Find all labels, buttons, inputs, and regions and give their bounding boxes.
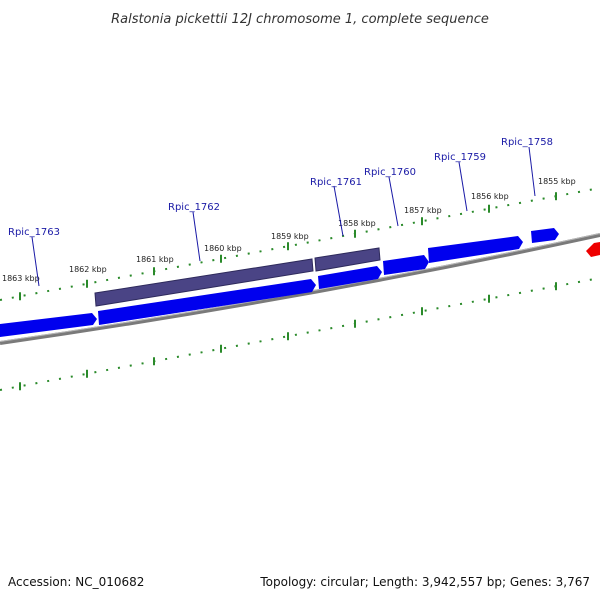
scale-labels: 1855 kbp 1856 kbp 1857 kbp 1858 kbp 1859… <box>2 177 576 283</box>
gene-label-rpic-1761[interactable]: Rpic_1761 <box>310 177 362 188</box>
gene-label-rpic-1760[interactable]: Rpic_1760 <box>364 167 416 178</box>
gene-label-rpic-1759[interactable]: Rpic_1759 <box>434 152 486 163</box>
gene-rpic-1760[interactable] <box>383 255 429 275</box>
tick-label-1861: 1861 kbp <box>136 255 174 264</box>
sequence-summary: Topology: circular; Length: 3,942,557 bp… <box>259 575 590 589</box>
inner-tick-track <box>0 277 600 391</box>
tick-label-1856: 1856 kbp <box>471 192 509 201</box>
inner-major-ticks <box>19 282 557 391</box>
gene-lower-1[interactable] <box>98 279 316 325</box>
gene-row-upper <box>94 228 600 307</box>
gene-rpic-1762[interactable] <box>94 258 314 307</box>
tick-label-1862: 1862 kbp <box>69 265 107 274</box>
gene-rpic-1759[interactable] <box>428 236 523 263</box>
tick-label-1857: 1857 kbp <box>404 206 442 215</box>
gene-rpic-1758[interactable] <box>531 228 559 243</box>
gene-rpic-1763[interactable] <box>0 313 97 337</box>
gene-label-rpic-1762[interactable]: Rpic_1762 <box>168 202 220 213</box>
tick-label-1858: 1858 kbp <box>338 219 376 228</box>
chromosome-backbone <box>0 233 600 345</box>
gene-label-leaders <box>31 146 536 287</box>
outer-major-ticks <box>19 192 557 301</box>
tick-label-1863: 1863 kbp <box>2 274 40 283</box>
map-title: Ralstonia pickettii 12J chromosome 1, co… <box>111 12 489 27</box>
tick-label-1860: 1860 kbp <box>204 244 242 253</box>
gene-rpic-1761[interactable] <box>314 247 381 272</box>
gene-lower-2[interactable] <box>318 266 382 289</box>
outer-tick-track <box>0 187 600 301</box>
gene-label-rpic-1763[interactable]: Rpic_1763 <box>8 227 60 238</box>
accession-text: Accession: NC_010682 <box>8 575 144 589</box>
gene-row-lower <box>0 266 382 337</box>
gene-red-partial[interactable] <box>586 242 600 257</box>
gene-label-rpic-1758[interactable]: Rpic_1758 <box>501 137 553 148</box>
tick-label-1859: 1859 kbp <box>271 232 309 241</box>
tick-label-1855: 1855 kbp <box>538 177 576 186</box>
gene-labels: Rpic_1758 Rpic_1759 Rpic_1760 Rpic_1761 … <box>8 137 553 238</box>
